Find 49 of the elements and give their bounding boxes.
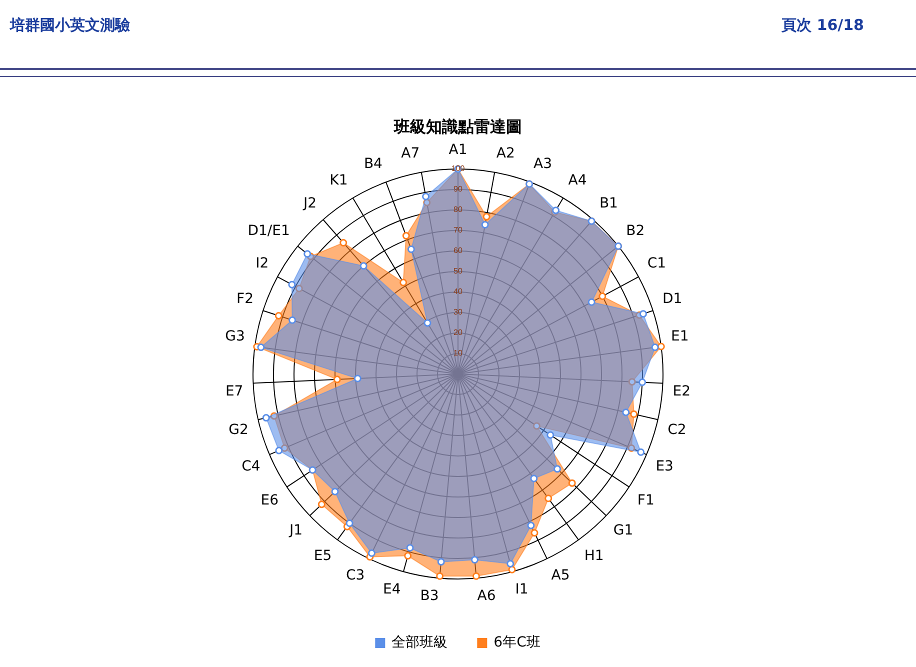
spoke-label: E2	[672, 384, 691, 400]
spoke-label: B3	[420, 588, 439, 604]
y-tick-label: 50	[454, 266, 463, 276]
spoke-label: A6	[477, 588, 496, 604]
y-tick-label: 40	[454, 287, 463, 296]
spoke-label: K1	[330, 172, 348, 189]
spoke-label: E6	[260, 492, 279, 508]
legend-label: 全部班級	[392, 634, 448, 651]
text: 頁次 16/18	[782, 16, 864, 35]
spoke-label: E3	[656, 458, 674, 475]
y-tick-label: 90	[454, 184, 463, 194]
spoke-label: G1	[613, 522, 634, 539]
spoke-label: E1	[671, 328, 689, 344]
chart-title: 班級知識點雷達圖	[393, 116, 522, 136]
spoke-label: B2	[626, 223, 645, 240]
y-tick-label: 70	[454, 226, 463, 235]
legend-label: 6年C班	[494, 634, 540, 651]
spoke-label: D1/E1	[248, 223, 290, 240]
spoke-label: A2	[496, 146, 515, 162]
spoke-label: C2	[668, 422, 686, 438]
spoke-label: A4	[568, 172, 587, 189]
spoke-label: A1	[448, 142, 468, 158]
spoke-label: D1	[662, 290, 682, 307]
spoke-label: E7	[225, 384, 244, 400]
spoke-label: F2	[236, 290, 254, 307]
spoke-label: G3	[225, 328, 245, 344]
spoke-label: E4	[383, 581, 401, 598]
spoke-label: I2	[256, 255, 269, 272]
spoke-label: E5	[314, 548, 332, 564]
spoke-label: B1	[599, 195, 618, 212]
spoke-label: A3	[534, 156, 552, 172]
y-tick-label: 60	[454, 246, 463, 256]
spoke-label: C1	[647, 255, 666, 272]
spoke-label: F1	[637, 492, 654, 508]
spoke-label: J1	[288, 522, 303, 539]
spoke-label: J2	[302, 195, 317, 212]
y-tick-label: 20	[454, 328, 463, 338]
y-tick-label: 10	[454, 348, 463, 358]
text: 培群國小英文測驗	[10, 16, 130, 35]
spoke-label: B4	[364, 156, 383, 172]
spoke-label: C3	[346, 568, 365, 584]
y-tick-label: 30	[454, 308, 463, 317]
spoke-label: A7	[401, 146, 420, 162]
spoke-label: G2	[228, 422, 248, 438]
spoke-label: H1	[584, 548, 604, 564]
y-tick-label: 80	[454, 205, 463, 214]
spoke-label: I1	[515, 581, 528, 598]
spoke-label: C4	[242, 458, 260, 475]
spoke-label: A5	[551, 568, 570, 584]
